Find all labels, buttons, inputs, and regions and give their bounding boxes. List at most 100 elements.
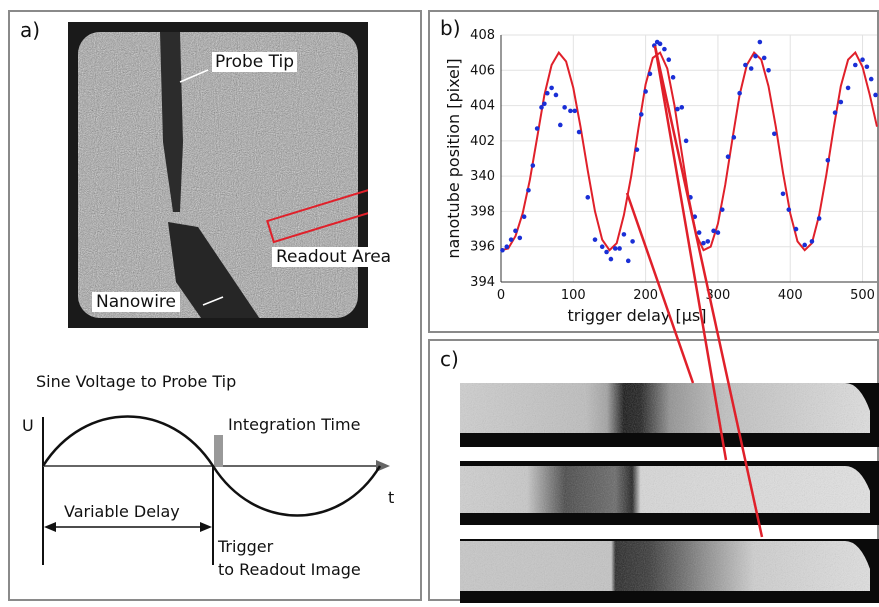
data-point [638, 112, 644, 117]
data-point [725, 154, 731, 160]
x-tick-label: 300 [706, 288, 731, 303]
panel-c-label: c) [440, 347, 459, 371]
sine-schematic [41, 415, 390, 565]
data-point [692, 214, 698, 220]
data-point [526, 187, 531, 193]
data-point [809, 239, 815, 244]
data-point [634, 147, 640, 152]
data-point [604, 249, 609, 255]
y-tick-label: 396 [470, 240, 495, 255]
data-point [793, 226, 799, 232]
data-point [553, 92, 559, 98]
x-axis-label: trigger delay [µs] [568, 306, 707, 325]
data-point [513, 228, 518, 234]
panel-c: c) [428, 339, 879, 603]
probe-tip-label: Probe Tip [212, 52, 297, 72]
variable-delay-label: Variable Delay [64, 502, 180, 521]
data-point [816, 216, 822, 221]
position-vs-delay-chart: 0 100 200 300 400 500 394 396 398 340 402 404 406 408… [444, 28, 878, 325]
data-point [838, 99, 844, 105]
data-point [657, 41, 663, 47]
data-point [651, 43, 657, 48]
data-point [864, 64, 870, 70]
data-point [753, 53, 758, 59]
u-label: U [22, 416, 34, 435]
y-tick-label: 394 [470, 275, 495, 290]
data-point [786, 207, 792, 212]
data-point [748, 66, 754, 71]
data-point [868, 76, 874, 82]
data-point [504, 244, 510, 250]
data-point [647, 71, 653, 77]
readout-area-box [266, 180, 368, 244]
data-point [683, 138, 689, 144]
data-point [542, 101, 547, 107]
panel-b-label: b) [440, 16, 461, 40]
data-point [679, 105, 685, 110]
x-tick-label: 400 [778, 288, 803, 303]
data-point [743, 62, 748, 68]
data-point [688, 195, 693, 200]
data-point [662, 46, 667, 52]
y-tick-label: 408 [470, 28, 495, 43]
data-point [873, 92, 878, 98]
data-point [761, 55, 767, 61]
x-tick-label: 500 [850, 288, 875, 303]
data-point [630, 239, 635, 244]
data-point [508, 237, 514, 242]
plot-area [501, 35, 877, 282]
x-tick-label: 0 [497, 288, 505, 303]
data-point [576, 129, 582, 135]
y-tick-label: 340 [470, 169, 495, 184]
x-tick-label: 200 [633, 288, 658, 303]
data-point [617, 246, 622, 251]
data-point [701, 240, 706, 246]
data-point [549, 85, 554, 91]
data-point [608, 256, 614, 262]
data-point [705, 239, 711, 244]
probe-tip-shape [160, 32, 183, 212]
data-point [557, 122, 563, 128]
data-point [562, 105, 567, 110]
data-point [737, 90, 742, 96]
panel-a: a) Pr [8, 10, 422, 601]
nanowire-label: Nanowire [92, 292, 181, 312]
panel-a-label: a) [20, 18, 41, 42]
data-point [757, 39, 763, 45]
readout-strips [460, 383, 879, 603]
schematic-title: Sine Voltage to Probe Tip [36, 372, 237, 391]
y-tick-label: 406 [470, 63, 495, 78]
data-point [832, 110, 838, 115]
data-point [715, 230, 721, 235]
data-point [585, 195, 591, 200]
data-point [530, 163, 536, 168]
trigger-label-line1: Trigger [218, 537, 274, 556]
data-point [670, 75, 676, 80]
x-tick-label: 100 [561, 288, 586, 303]
data-point [521, 214, 527, 220]
y-tick-label: 404 [470, 99, 495, 114]
t-label: t [388, 488, 395, 507]
trigger-label-line2: to Readout Image [218, 560, 361, 579]
data-point [625, 258, 631, 264]
data-point [643, 89, 648, 94]
data-point [853, 62, 858, 68]
data-point [666, 57, 672, 62]
data-point [599, 244, 605, 250]
data-point [780, 191, 786, 197]
data-point [696, 230, 702, 235]
data-point [544, 90, 550, 96]
data-point [860, 57, 865, 62]
data-point [539, 105, 544, 110]
data-point [802, 242, 807, 248]
data-point [825, 157, 831, 163]
data-point [719, 207, 725, 212]
data-point [592, 237, 598, 242]
data-point [568, 108, 573, 114]
data-point [675, 106, 680, 112]
integration-time-bar [214, 435, 223, 467]
data-point [711, 228, 716, 234]
integration-time-label: Integration Time [228, 415, 361, 434]
data-point [534, 126, 540, 131]
microscope-image [68, 22, 368, 328]
